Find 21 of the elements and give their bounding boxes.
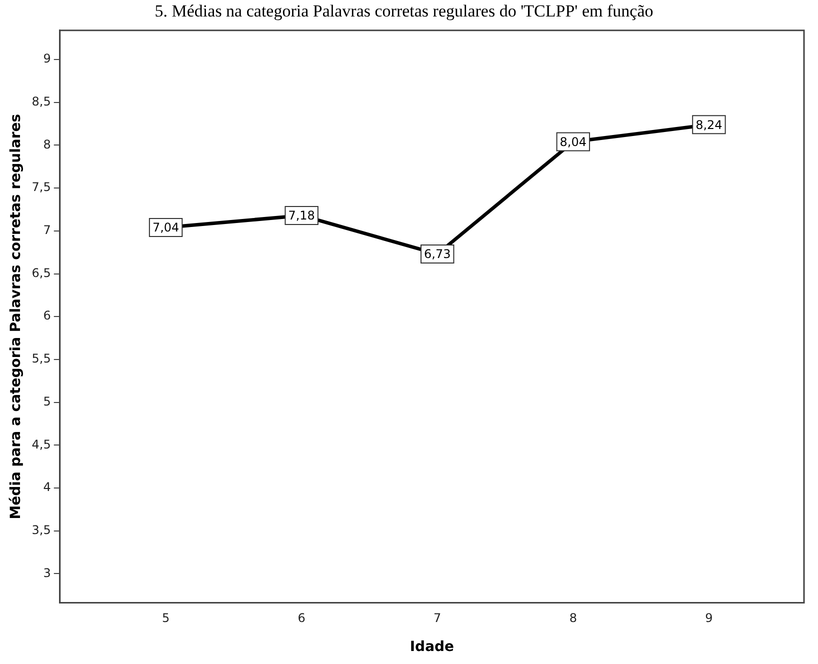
x-axis-title: Idade	[410, 639, 454, 656]
y-tick-label: 3,5	[32, 522, 51, 537]
y-tick-label: 6,5	[32, 266, 51, 280]
y-tick-label: 8	[43, 137, 51, 152]
x-tick-label: 9	[705, 611, 713, 626]
x-tick-label: 5	[162, 611, 170, 626]
y-tick-label: 5,5	[32, 352, 51, 366]
y-tick-label: 4,5	[32, 437, 51, 452]
y-axis-title: Média para a categoria Palavras corretas regulares	[8, 114, 24, 520]
chart-title: 5. Médias na categoria Palavras corretas regulares do 'TCLPP' em função	[154, 2, 654, 21]
y-tick-label: 9	[43, 52, 51, 66]
y-tick-label: 8,5	[32, 94, 51, 109]
y-tick-label: 3	[43, 566, 51, 580]
x-tick-label: 6	[298, 611, 306, 626]
x-tick-label: 8	[569, 611, 577, 626]
x-tick-label: 7	[434, 611, 442, 626]
y-tick-label: 7,5	[32, 180, 51, 194]
y-tick-label: 7	[43, 223, 51, 238]
y-tick-label: 5	[43, 394, 51, 408]
y-tick-label: 4	[43, 480, 51, 494]
y-tick-label: 6	[43, 308, 51, 323]
